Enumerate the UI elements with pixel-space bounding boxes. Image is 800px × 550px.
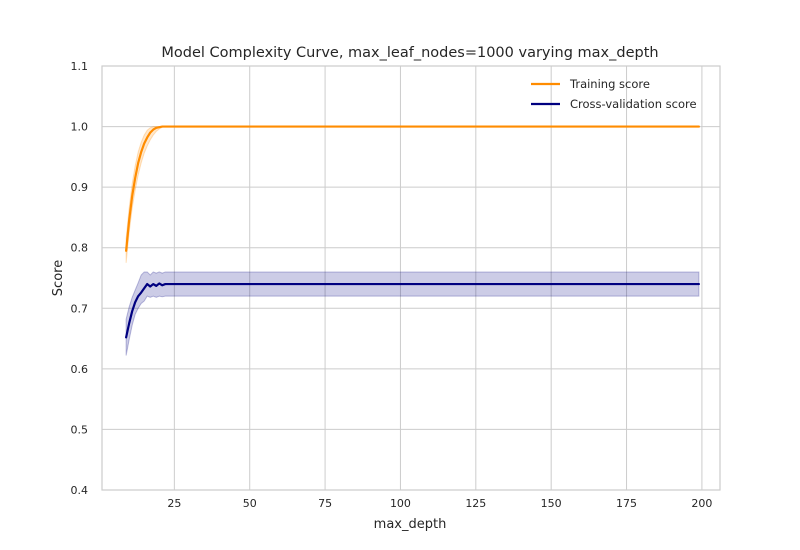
x-tick-label: 125 xyxy=(465,497,486,510)
y-tick-label: 0.4 xyxy=(71,484,89,497)
chart-title: Model Complexity Curve, max_leaf_nodes=1… xyxy=(161,45,658,61)
legend: Training score Cross-validation score xyxy=(531,77,697,111)
y-tick-label: 0.9 xyxy=(71,181,89,194)
x-tick-label: 175 xyxy=(616,497,637,510)
x-tick-label: 150 xyxy=(541,497,562,510)
y-tick-labels: 0.4 0.5 0.6 0.7 0.8 0.9 1.0 1.1 xyxy=(71,60,89,497)
x-tick-label: 100 xyxy=(390,497,411,510)
legend-label: Training score xyxy=(569,77,650,91)
y-tick-label: 1.1 xyxy=(71,60,89,73)
series-lines xyxy=(125,125,701,339)
series-line-0 xyxy=(125,125,701,252)
x-tick-labels: 25 50 75 100 125 150 175 200 xyxy=(167,497,712,510)
x-tick-label: 75 xyxy=(318,497,332,510)
x-tick-label: 200 xyxy=(691,497,712,510)
legend-label: Cross-validation score xyxy=(570,97,697,111)
y-tick-label: 1.0 xyxy=(71,121,89,134)
x-tick-label: 25 xyxy=(167,497,181,510)
y-axis-label: Score xyxy=(51,260,66,296)
y-tick-label: 0.7 xyxy=(71,302,89,315)
y-tick-label: 0.5 xyxy=(71,423,89,436)
plot-frame xyxy=(101,65,721,491)
x-tick-label: 50 xyxy=(243,497,257,510)
series-band-1 xyxy=(125,271,700,356)
y-tick-label: 0.8 xyxy=(71,242,89,255)
x-axis-label: max_depth xyxy=(374,517,447,532)
y-tick-label: 0.6 xyxy=(71,363,89,376)
series-line-1 xyxy=(125,282,701,339)
